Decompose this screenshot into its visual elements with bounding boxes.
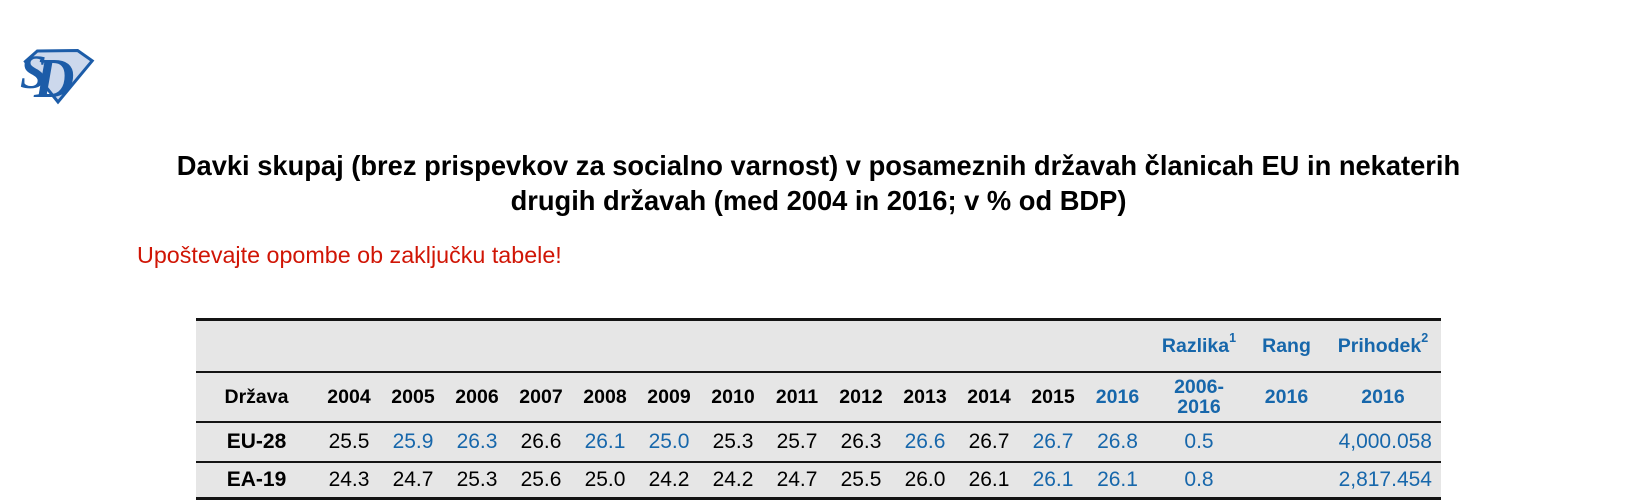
svg-text:D: D <box>33 48 74 110</box>
svg-text:S: S <box>20 46 47 99</box>
